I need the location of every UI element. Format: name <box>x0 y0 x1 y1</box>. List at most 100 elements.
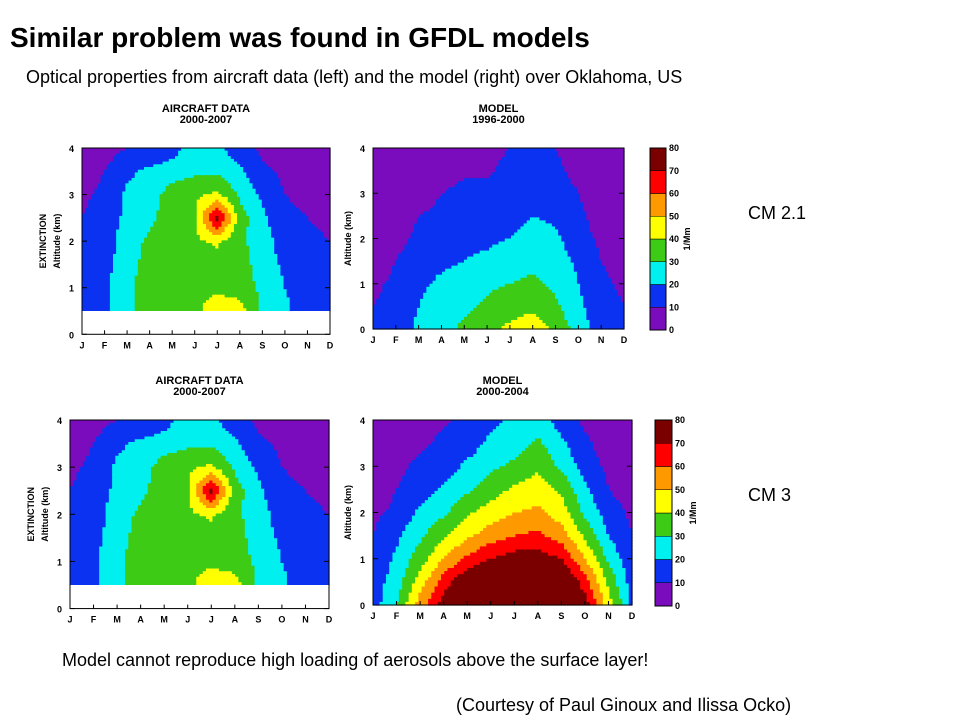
row1-aircraft-cell <box>240 202 244 206</box>
row1-aircraft-cell <box>181 180 185 184</box>
row1-aircraft-cell <box>103 177 108 182</box>
row1-aircraft-cell <box>317 199 322 203</box>
row1-aircraft-cell <box>268 180 272 184</box>
row1-aircraft-cell <box>144 167 148 171</box>
row1-aircraft-cell <box>184 194 188 198</box>
row1-aircraft-cell <box>299 177 303 182</box>
row1-aircraft-cell <box>103 164 108 168</box>
row1-aircraft-cell <box>122 148 126 152</box>
row1-aircraft-cell <box>314 161 319 165</box>
row1-aircraft-cell <box>140 188 145 193</box>
row1-aircraft-cell <box>119 167 123 171</box>
row1-aircraft-cell <box>320 175 325 179</box>
row1-aircraft-cell <box>221 186 226 190</box>
row1-aircraft-cell <box>218 148 223 152</box>
row1-aircraft-cell <box>230 196 235 201</box>
row1-aircraft-cell <box>137 194 142 198</box>
row1-aircraft-cell <box>311 194 316 198</box>
row1-aircraft-cell <box>178 156 182 160</box>
row1-aircraft-cell <box>184 167 188 171</box>
row1-aircraft-cell <box>137 169 142 174</box>
row1-aircraft-cell <box>144 191 148 195</box>
row1-aircraft-cell <box>113 196 117 201</box>
row1-aircraft-cell <box>249 194 254 198</box>
row1-aircraft-cell <box>178 196 182 201</box>
row1-aircraft-xtick-label: J <box>79 340 84 350</box>
row1-aircraft-cell <box>134 161 139 165</box>
row1-aircraft-cell <box>224 169 229 174</box>
row1-aircraft-cell <box>178 183 182 187</box>
row1-aircraft-cell <box>150 172 154 176</box>
row1-aircraft-cell <box>295 172 300 176</box>
row1-aircraft-cell <box>156 172 161 176</box>
row1-aircraft-cell <box>187 191 192 195</box>
row1-aircraft-cell <box>97 169 102 174</box>
row1-aircraft-cell <box>162 202 167 206</box>
row1-aircraft-cell <box>218 161 223 165</box>
row1-aircraft-cell <box>125 161 130 165</box>
row1-aircraft-cell <box>215 156 219 160</box>
row1-aircraft-cell <box>255 148 260 152</box>
row1-aircraft-cell <box>100 158 105 163</box>
row1-aircraft-cell <box>153 202 157 206</box>
row1-aircraft-cell <box>252 188 257 193</box>
row1-aircraft-cell <box>193 183 198 187</box>
row1-aircraft-cell <box>212 175 216 179</box>
row1-aircraft-cell <box>168 175 173 179</box>
row1-aircraft-cell <box>153 188 157 193</box>
row1-aircraft-cell <box>171 167 176 171</box>
row1-aircraft-cell <box>165 150 170 155</box>
row1-aircraft-cell <box>137 191 142 195</box>
row1-aircraft-cell <box>113 150 117 155</box>
row1-aircraft-cell <box>168 180 173 184</box>
row1-aircraft-cell <box>103 191 108 195</box>
row1-aircraft-cell <box>97 188 102 193</box>
row1-aircraft-cell <box>131 175 136 179</box>
row1-aircraft-cell <box>178 177 182 182</box>
row1-aircraft-cell <box>190 188 195 193</box>
row1-aircraft-cell <box>156 188 161 193</box>
row1-aircraft-cell <box>283 161 288 165</box>
row1-aircraft-cell <box>308 188 312 193</box>
row1-aircraft-cell <box>308 164 312 168</box>
row1-aircraft-cell <box>255 188 260 193</box>
row1-aircraft-cell <box>206 191 210 195</box>
row1-aircraft-cell <box>320 180 325 184</box>
row1-aircraft-cell <box>240 199 244 203</box>
row1-aircraft-cell <box>134 150 139 155</box>
row1-aircraft-cell <box>206 172 210 176</box>
row1-aircraft-cell <box>233 177 238 182</box>
row1-aircraft-cell <box>264 158 269 163</box>
row1-aircraft-cell <box>271 156 275 160</box>
row1-aircraft-cell <box>137 158 142 163</box>
row1-aircraft-cell <box>85 153 89 157</box>
row1-aircraft-cell <box>88 156 92 160</box>
row1-aircraft-cell <box>206 150 210 155</box>
row1-aircraft-cell <box>116 153 120 157</box>
row1-aircraft-cell <box>190 161 195 165</box>
row1-aircraft-cell <box>162 194 167 198</box>
row1-aircraft-cell <box>230 191 235 195</box>
row1-aircraft-cell <box>140 148 145 152</box>
row1-aircraft-cell <box>271 177 275 182</box>
row1-aircraft-cell <box>292 188 297 193</box>
row1-aircraft-ytick-label: 2 <box>69 237 74 247</box>
row1-aircraft-cell <box>122 169 126 174</box>
row1-aircraft-cell <box>255 167 260 171</box>
row1-aircraft-cell <box>317 188 322 193</box>
row1-aircraft-cell <box>218 153 223 157</box>
row1-aircraft-cell <box>131 150 136 155</box>
row1-aircraft-cell <box>261 148 266 152</box>
row1-aircraft-cell <box>252 153 257 157</box>
row1-aircraft-cell <box>317 167 322 171</box>
row1-aircraft-cell <box>286 148 291 152</box>
row1-aircraft-cell <box>171 183 176 187</box>
row1-aircraft-cell <box>116 199 120 203</box>
row1-aircraft-cell <box>109 161 114 165</box>
row1-aircraft-cell <box>283 167 288 171</box>
row1-aircraft-cell <box>326 196 331 201</box>
row1-aircraft-cell <box>103 175 108 179</box>
row1-aircraft-cell <box>193 161 198 165</box>
row1-aircraft-cell <box>88 199 92 203</box>
row1-aircraft-cell <box>122 194 126 198</box>
